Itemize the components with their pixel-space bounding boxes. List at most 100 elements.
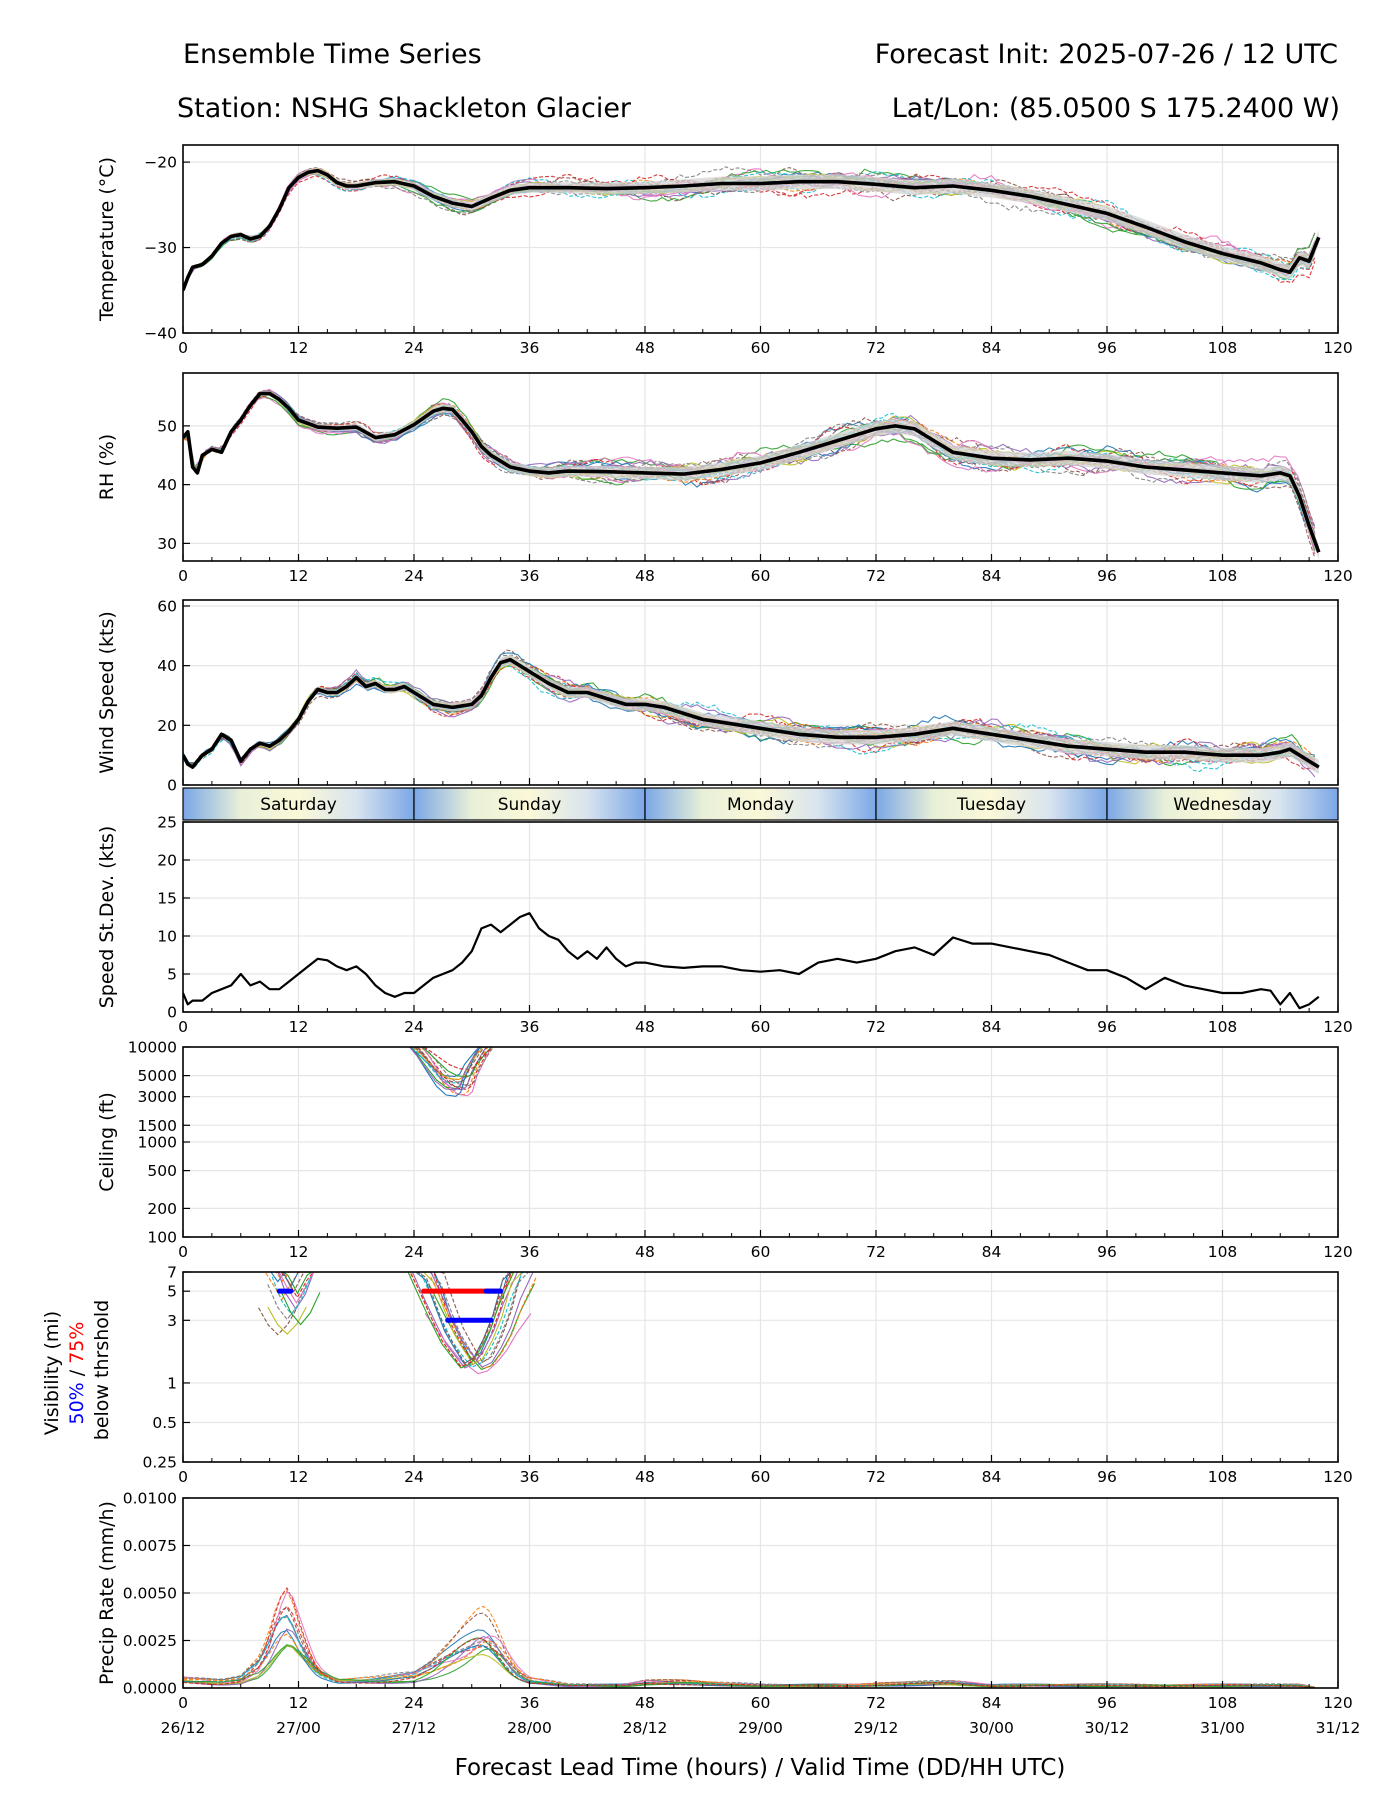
day-label-2: Monday [727,795,794,815]
vis-member-1-7 [429,1272,530,1365]
y-tick-label-vis-0: 0.25 [142,1454,177,1472]
y-tick-label-ceiling-2: 500 [147,1162,177,1180]
vis-member-0-8 [267,1306,307,1335]
y-axis-label-temp: Temperature (°C) [96,157,118,322]
x-tick-label-rh-10: 120 [1323,567,1353,585]
y-axis-label-wind: Wind Speed (kts) [96,611,118,774]
y-tick-label-vis-1: 0.5 [152,1414,177,1432]
x-tick-label-rh-0: 0 [178,567,188,585]
y-tick-label-sd-0: 0 [167,1004,177,1022]
x-tick-label-vis-7: 84 [982,1468,1002,1486]
x-tick-label-ceiling-5: 60 [751,1243,771,1261]
mean-line-sd [183,912,1320,1010]
visibility-ylabel-line3: below thrshold [91,1300,113,1440]
pct50-label: 50% [66,1382,88,1424]
x-tick-label-ceiling-10: 120 [1323,1243,1353,1261]
x-tick-label-vis-1: 12 [289,1468,309,1486]
panel-temp: −40 −30 −20 0 12 24 36 48 60 72 84 96 108 120 Temperat… [96,144,1353,357]
y-tick-label-sd-1: 5 [167,966,177,984]
plot-area-rh [183,388,1321,560]
x-tick-label-rh-9: 108 [1208,567,1238,585]
x-tick-label-sd-10: 120 [1323,1018,1353,1036]
ceiling-member-3 [421,1047,492,1090]
station-name: Station: NSHG Shackleton Glacier [177,93,632,124]
y-tick-label-sd-3: 15 [157,890,177,908]
ceiling-member-6 [421,1047,492,1097]
vis-member-0-12 [280,1292,321,1326]
y-tick-label-ceiling-1: 200 [147,1200,177,1218]
x-tick-label-precip-7: 84 [982,1694,1002,1712]
y-tick-label-precip-4: 0.0100 [123,1490,177,1508]
visibility-ylabel-line1: Visibility (mi) [41,1311,63,1435]
valid-time-label-4: 28/12 [623,1719,668,1737]
x-tick-label-precip-9: 108 [1208,1694,1238,1712]
panel-vis: 0.25 0.5 1 3 57 0 12 24 36 48 60 72 84 96 108 120 [142,1264,1352,1487]
vis-member-1-4 [411,1272,519,1369]
x-tick-label-vis-9: 108 [1208,1468,1238,1486]
member-precip-12 [183,1637,1315,1688]
x-tick-label-sd-0: 0 [178,1018,188,1036]
x-tick-label-sd-5: 60 [751,1018,771,1036]
x-tick-label-sd-8: 96 [1097,1018,1117,1036]
y-axis-label-ceiling: Ceiling (ft) [96,1092,118,1192]
panel-wind: 0 20 40 60 Wind Speed (kts) [96,597,1339,795]
y-axis-label-sd: Speed St.Dev. (kts) [96,826,118,1009]
x-tick-label-vis-6: 72 [866,1468,886,1486]
valid-time-label-8: 30/12 [1085,1719,1130,1737]
x-tick-label-rh-3: 36 [520,567,540,585]
y-tick-label-ceiling-5: 3000 [138,1088,177,1106]
vis-member-0-2 [282,1272,313,1295]
x-tick-label-sd-1: 12 [289,1018,309,1036]
mean-line-rh [183,391,1321,553]
y-tick-label-vis-4: 5 [167,1283,177,1301]
y-tick-label-rh-1: 40 [157,476,177,494]
vis-member-1-1 [410,1272,514,1368]
member-rh-9 [183,391,1316,548]
plot-area-temp [183,166,1321,293]
y-tick-label-ceiling-0: 100 [147,1229,177,1247]
ceiling-member-12 [421,1047,492,1078]
x-tick-label-ceiling-4: 48 [635,1243,655,1261]
y-tick-label-wind-0: 0 [167,777,177,795]
visibility-ylabel: Visibility (mi) 50% / 75% below thrshold [41,1300,113,1440]
y-tick-label-precip-1: 0.0025 [123,1632,177,1650]
x-tick-label-precip-1: 12 [289,1694,309,1712]
x-tick-label-temp-8: 96 [1097,339,1117,357]
x-tick-label-temp-0: 0 [178,339,188,357]
y-tick-label-vis-2: 1 [167,1374,177,1392]
ceiling-member-7 [423,1047,494,1086]
y-tick-label-sd-2: 10 [157,928,177,946]
x-tick-label-temp-9: 108 [1208,339,1238,357]
y-tick-label-wind-3: 60 [157,597,177,615]
x-tick-label-temp-7: 84 [982,339,1002,357]
vis-member-0-5 [258,1307,298,1336]
x-tick-label-ceiling-1: 12 [289,1243,309,1261]
x-tick-label-vis-4: 48 [635,1468,655,1486]
y-tick-label-temp-2: −20 [144,154,177,172]
x-tick-label-ceiling-9: 108 [1208,1243,1238,1261]
x-tick-label-rh-4: 48 [635,567,655,585]
ceiling-member-13 [423,1047,494,1070]
x-tick-label-vis-3: 36 [520,1468,540,1486]
vis-member-1-14 [430,1272,534,1368]
x-tick-label-temp-5: 60 [751,339,771,357]
valid-time-label-0: 26/12 [161,1719,206,1737]
vis-member-0-15 [280,1272,307,1293]
y-tick-label-sd-5: 25 [157,814,177,832]
member-precip-3 [183,1587,1315,1688]
x-tick-label-precip-8: 96 [1097,1694,1117,1712]
plot-area-vis [258,1272,537,1375]
y-tick-label-rh-2: 50 [157,417,177,435]
y-tick-label-sd-4: 20 [157,852,177,870]
y-tick-label-ceiling-6: 5000 [138,1067,177,1085]
x-tick-label-sd-9: 108 [1208,1018,1238,1036]
forecast-init: Forecast Init: 2025-07-26 / 12 UTC [875,39,1338,70]
day-label-0: Saturday [260,795,337,815]
day-cell-3 [875,787,1108,821]
y-tick-label-ceiling-7: 10000 [128,1039,177,1057]
pct-separator: / [66,1364,88,1382]
y-tick-label-vis-5: 7 [167,1264,177,1282]
spread-band-rh [183,391,1319,560]
